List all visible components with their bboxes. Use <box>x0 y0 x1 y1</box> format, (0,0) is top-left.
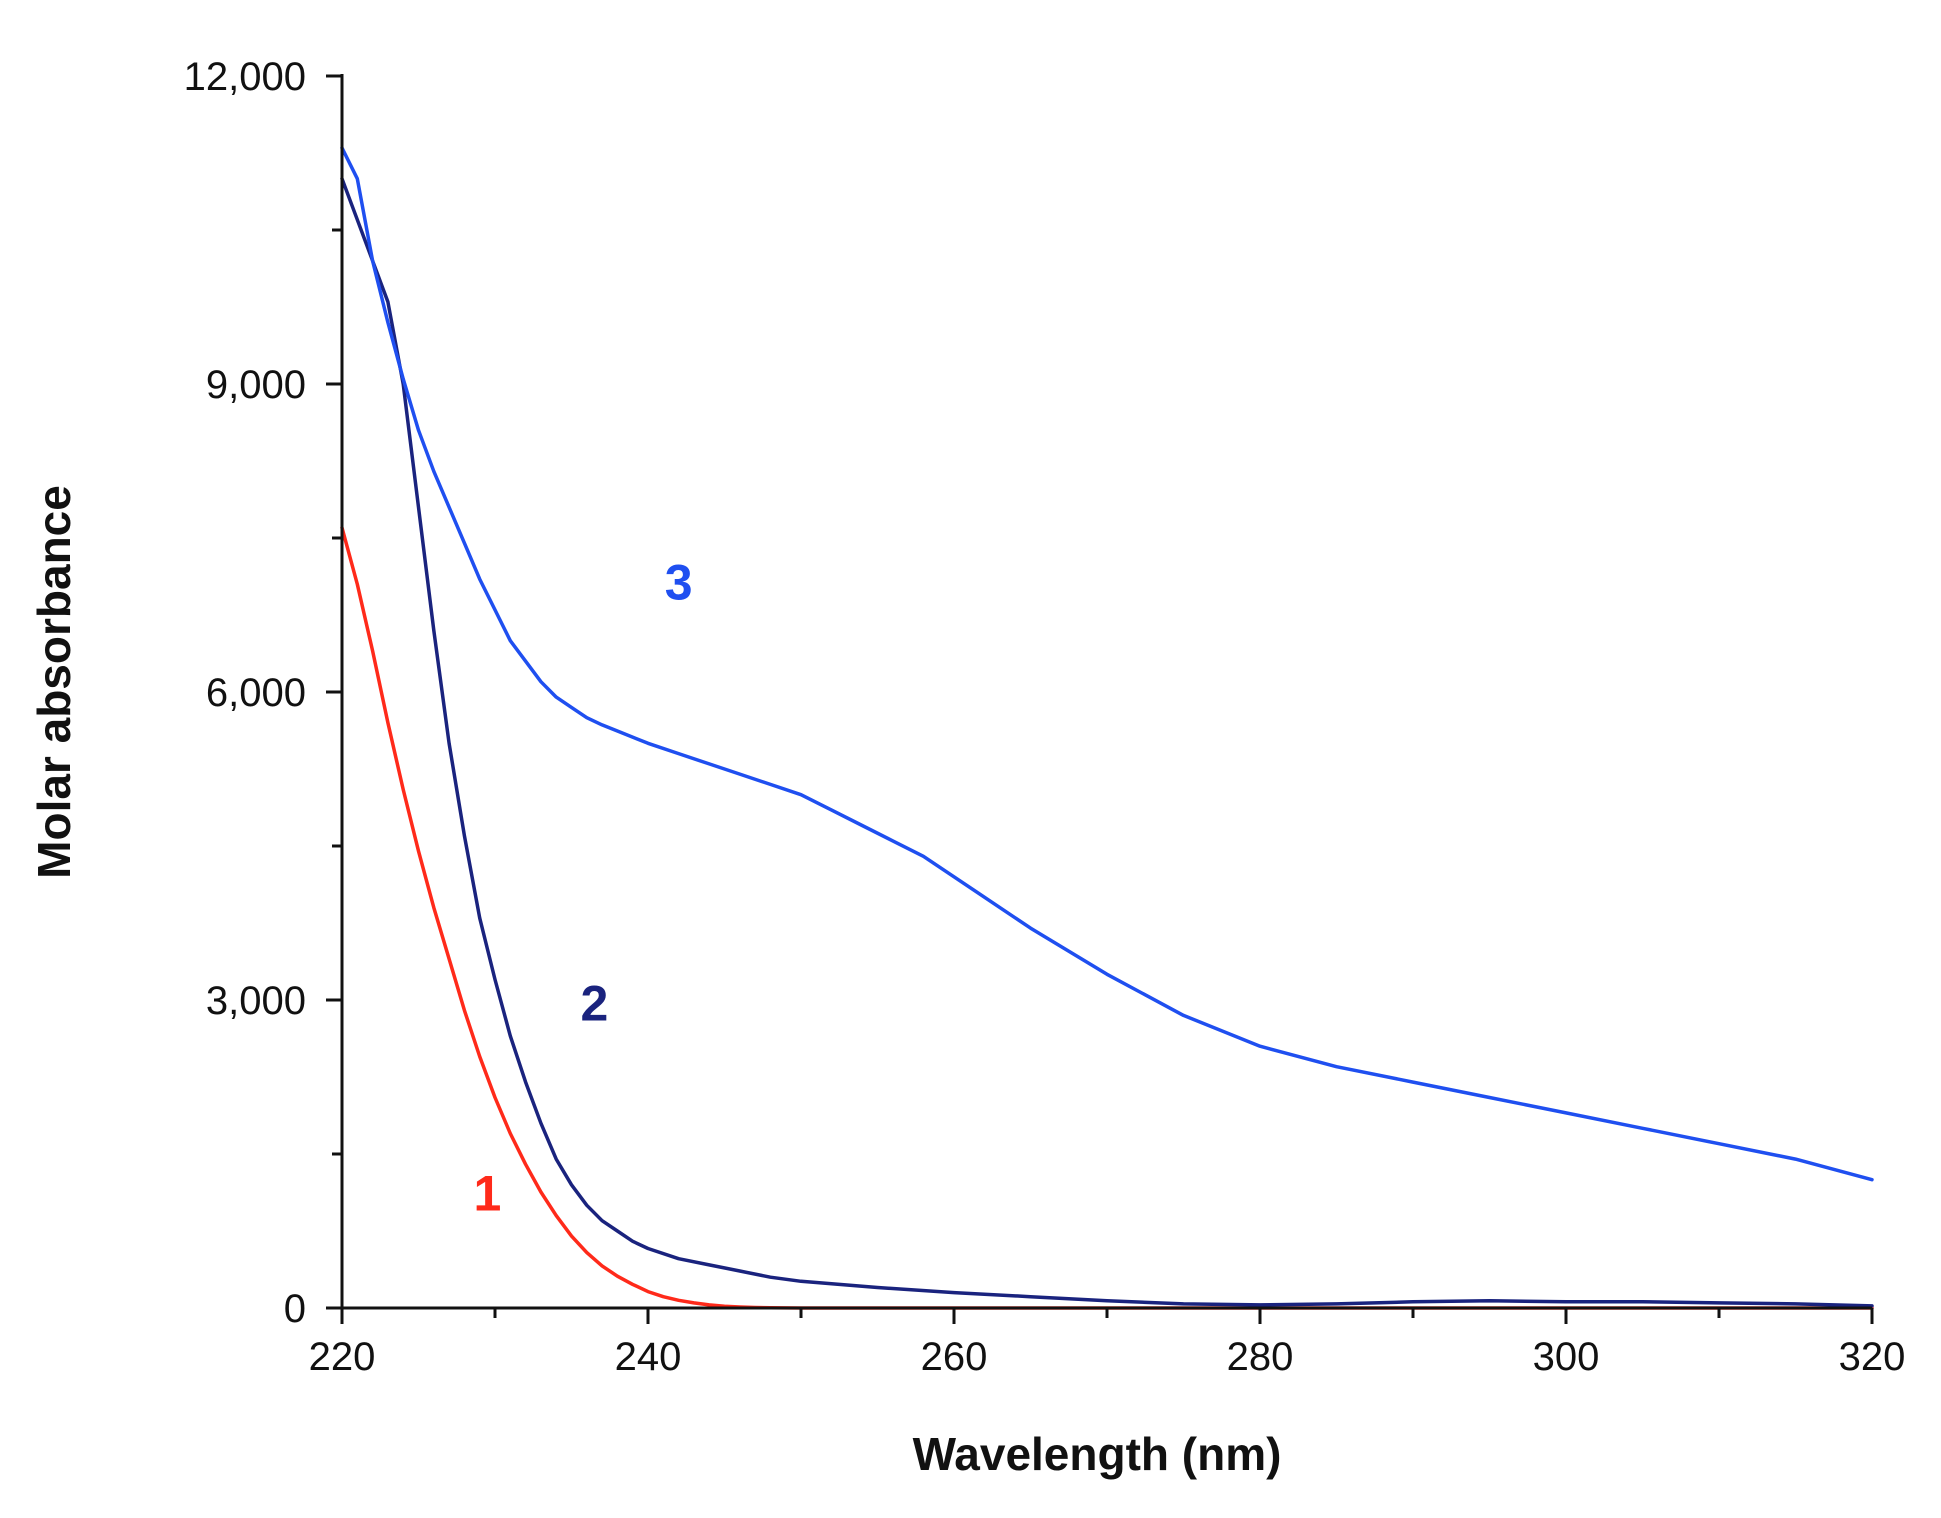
series-label-layer: 1 2 3 <box>473 555 692 1222</box>
series-2-label: 2 <box>581 976 609 1032</box>
x-tick-label: 220 <box>309 1335 376 1379</box>
x-tick-label: 320 <box>1839 1335 1906 1379</box>
series-layer <box>340 146 1874 1310</box>
x-axis-title: Wavelength (nm) <box>913 1428 1282 1480</box>
x-tick-label: 260 <box>921 1335 988 1379</box>
series-3-label: 3 <box>665 555 693 611</box>
series-3-line <box>340 146 1874 1182</box>
x-tick-label: 280 <box>1227 1335 1294 1379</box>
y-tick-label: 3,000 <box>206 979 306 1023</box>
tick-layer: 220 240 260 280 300 320 0 3,000 6,000 9,000 12,000 <box>184 55 1906 1379</box>
y-axis-title: Molar absorbance <box>28 485 80 879</box>
x-tick-label: 240 <box>615 1335 682 1379</box>
x-tick-label: 300 <box>1533 1335 1600 1379</box>
y-tick-label: 0 <box>284 1287 306 1331</box>
y-tick-label: 12,000 <box>184 55 306 99</box>
series-1-label: 1 <box>473 1165 501 1221</box>
y-tick-label: 9,000 <box>206 363 306 407</box>
series-2-line <box>340 176 1874 1308</box>
series-1-line <box>340 525 1874 1310</box>
y-tick-label: 6,000 <box>206 671 306 715</box>
